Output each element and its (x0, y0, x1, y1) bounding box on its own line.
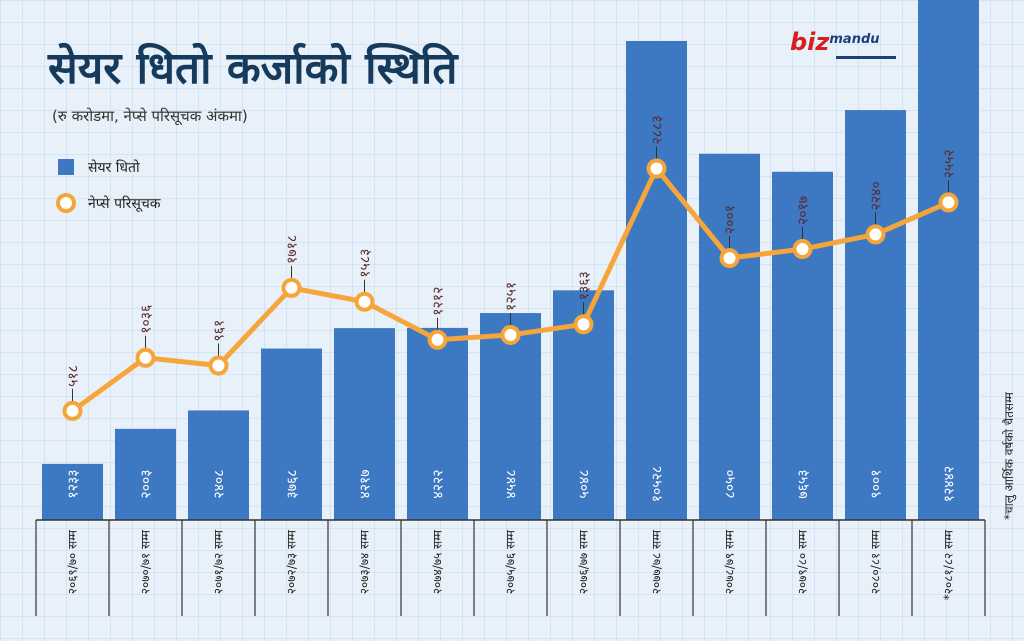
legend-item-bar: सेयर धितो (58, 156, 161, 178)
x-tick-label: २०७७/७८ सम्म (650, 529, 664, 594)
bar-value-label: १२३३ (66, 469, 82, 498)
bar (845, 110, 906, 520)
x-tick-label: २०७०/७१ सम्म (139, 529, 153, 594)
bar (480, 313, 541, 520)
nepse-point (135, 347, 156, 368)
bar-value-label: ३७६८ (285, 469, 301, 498)
x-tick-label: २०७१/७२ सम्म (212, 529, 226, 594)
x-tick-label: २०७५/७६ सम्म (504, 529, 518, 594)
bizmandu-logo: bizmandu (790, 28, 896, 59)
nepse-point (208, 355, 229, 376)
bar-value-label: ४२२२ (431, 469, 447, 498)
line-value-label: २८८३ (650, 115, 666, 144)
line-value-label: २२४० (869, 181, 885, 210)
x-tick-label: *२०८१/८२ सम्म (942, 529, 956, 600)
legend-label-line: नेप्से परिसूचक (88, 195, 161, 212)
bar-value-label: १०५२८ (650, 466, 666, 502)
chart-title: सेयर धितो कर्जाको स्थिति (48, 43, 458, 94)
bar-value-label: १२४४२ (942, 466, 958, 502)
x-tick-label: २०६९/७० सम्म (66, 529, 80, 594)
chart-subtitle: (रु करोडमा, नेप्से परिसूचक अंकमा) (52, 107, 248, 125)
nepse-point (281, 277, 302, 298)
bar-value-label: ४५४८ (504, 469, 520, 498)
bar-value-label: ८०५० (723, 469, 739, 498)
line-marker-icon (56, 193, 76, 213)
nepse-point (646, 158, 667, 179)
nepse-point (865, 224, 886, 245)
nepse-point (62, 400, 83, 421)
x-tick-label: २०८०/८१ सम्म (869, 529, 883, 594)
line-value-label: १२१२ (431, 287, 447, 316)
footnote: *चालु आर्थिक वर्षको चैतसम्म (1002, 392, 1016, 520)
x-tick-label: २०७४/७५ सम्म (431, 529, 445, 594)
line-value-label: १०३६ (139, 305, 155, 334)
legend-item-line: नेप्से परिसूचक (56, 192, 161, 214)
bar (407, 327, 468, 520)
line-value-label: २५५२ (942, 149, 958, 178)
line-value-label: ५१८ (66, 365, 82, 387)
x-tick-label: २०७३/७४ सम्म (358, 529, 372, 594)
line-value-label: १२५१ (504, 282, 520, 311)
x-tick-label: २०७२/७३ सम्म (285, 529, 299, 594)
line-value-label: १३६३ (577, 271, 593, 300)
legend: सेयर धितो नेप्से परिसूचक (56, 156, 161, 228)
nepse-point (938, 192, 959, 213)
nepse-point (500, 324, 521, 345)
bar-value-label: २४०८ (212, 469, 228, 498)
bar-value-label: ४२१७ (358, 469, 374, 498)
x-tick-label: २०७८/७९ सम्म (723, 529, 737, 594)
bar (626, 40, 687, 520)
line-value-label: ९६१ (212, 320, 228, 342)
bar (261, 348, 322, 520)
nepse-point (354, 291, 375, 312)
line-value-label: २००१ (723, 205, 739, 234)
bar (334, 328, 395, 520)
bar (42, 463, 103, 520)
bar-value-label: २००३ (139, 469, 155, 498)
bar (699, 153, 760, 520)
bar-swatch-icon (58, 159, 74, 175)
nepse-point (573, 314, 594, 335)
bar (115, 428, 176, 520)
x-tick-label: २०७९/८० सम्म (796, 529, 810, 594)
bar-value-label: ५०४८ (577, 469, 593, 498)
x-tick-label: २०७६/७७ सम्म (577, 529, 591, 594)
bar (918, 0, 979, 520)
legend-label-bar: सेयर धितो (88, 159, 140, 176)
nepse-point (792, 239, 813, 260)
bar-value-label: ७६५३ (796, 469, 812, 498)
bar-value-label: ९००१ (869, 469, 885, 498)
line-value-label: १७१८ (285, 235, 301, 264)
line-value-label: २०१७ (796, 196, 812, 225)
nepse-point (427, 329, 448, 350)
bar (188, 410, 249, 520)
nepse-point (719, 248, 740, 269)
line-value-label: १५८३ (358, 249, 374, 278)
